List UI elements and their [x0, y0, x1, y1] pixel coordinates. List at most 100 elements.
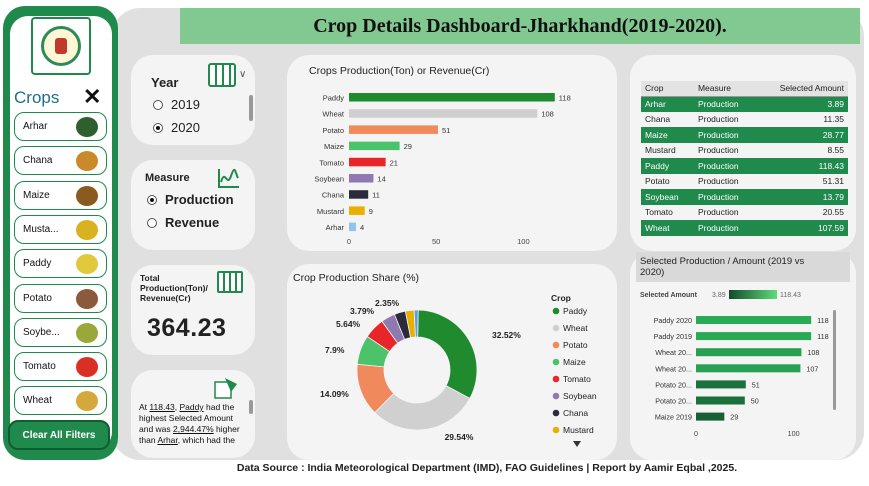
legend-entry[interactable]: Maize: [563, 357, 586, 367]
bar-mark[interactable]: [349, 141, 400, 151]
bar-x-tick: 0: [347, 237, 351, 246]
bar-mark[interactable]: [349, 190, 369, 199]
legend-entry[interactable]: Paddy: [563, 306, 588, 316]
clear-all-filters-button[interactable]: Clear All Filters: [8, 420, 110, 450]
crop-table-card: Crop Measure Selected Amount Arhar Produc…: [630, 55, 856, 251]
crop-button-3[interactable]: Musta...: [14, 214, 107, 244]
table-row[interactable]: Potato Production 51.31: [641, 174, 848, 190]
year-option-2019[interactable]: 2019: [153, 97, 200, 112]
bar-mark[interactable]: [349, 125, 438, 134]
title-line: Selected Production / Amount (2019 vs: [640, 256, 804, 267]
compare-value-label: 51: [752, 380, 760, 389]
crop-button-label: Arhar: [23, 121, 48, 132]
crop-cell: Wheat: [641, 220, 694, 236]
close-icon[interactable]: ✕: [83, 84, 102, 109]
bar-category-label: Maize: [324, 142, 344, 151]
legend-marker: [552, 375, 560, 383]
donut-data-label: 32.52%: [492, 330, 521, 340]
crop-button-0[interactable]: Arhar: [14, 112, 107, 141]
narrative-value: 118.43: [149, 402, 175, 412]
table-row[interactable]: Paddy Production 118.43: [641, 158, 848, 174]
legend-entry[interactable]: Chana: [563, 408, 588, 418]
bar-mark[interactable]: [349, 206, 365, 215]
bar-value-label: 21: [390, 158, 398, 167]
narrative-scrollbar[interactable]: [249, 400, 253, 414]
radio-revenue[interactable]: [147, 217, 157, 228]
donut-slice[interactable]: [413, 309, 419, 338]
legend-entry[interactable]: Soybean: [563, 391, 597, 401]
bar-value-label: 118: [559, 94, 571, 103]
bar-value-label: 51: [442, 126, 450, 135]
crop-button-1[interactable]: Chana: [14, 146, 107, 176]
year-option-2020[interactable]: 2020: [153, 120, 200, 135]
compare-value-label: 29: [730, 413, 738, 422]
legend-entry[interactable]: Potato: [563, 340, 588, 350]
measure-option-production[interactable]: Production: [147, 192, 234, 207]
donut-slice[interactable]: [417, 309, 478, 399]
radio-2019[interactable]: [153, 99, 163, 110]
amount-cell: 3.89: [755, 96, 848, 112]
crop-button-5[interactable]: Potato: [14, 283, 107, 313]
crop-share-chart-card: Crop Production Share (%) 32.52% 29.54% 14…: [287, 264, 617, 460]
table-row[interactable]: Tomato Production 20.55: [641, 205, 848, 221]
legend-entry[interactable]: Tomato: [563, 374, 591, 384]
bar-category-label: Arhar: [326, 223, 345, 232]
bar-category-label: Potato: [322, 126, 344, 135]
measure-option-revenue[interactable]: Revenue: [147, 215, 219, 230]
crop-button-8[interactable]: Wheat: [14, 386, 107, 416]
bar-category-label: Mustard: [317, 207, 344, 216]
crop-button-label: Tomato: [23, 361, 56, 373]
bar-mark[interactable]: [349, 93, 555, 102]
compare-bar-mark[interactable]: [696, 412, 725, 421]
column-header-crop[interactable]: Crop: [641, 81, 694, 97]
compare-category-label: Wheat 20...: [655, 348, 692, 357]
table-row[interactable]: Soybean Production 13.79: [641, 189, 848, 205]
crop-cell: Soybean: [641, 189, 694, 205]
bar-mark[interactable]: [349, 109, 538, 118]
radio-2020[interactable]: [153, 122, 163, 133]
compare-bar-mark[interactable]: [696, 332, 812, 341]
measure-cell: Production: [693, 189, 756, 205]
compare-bar-mark[interactable]: [696, 396, 745, 405]
column-header-amount[interactable]: Selected Amount: [755, 81, 848, 97]
crop-button-label: Soybe...: [23, 326, 60, 338]
table-row[interactable]: Maize Production 28.77: [641, 127, 848, 143]
compare-bar-mark[interactable]: [696, 380, 746, 389]
table-row[interactable]: Wheat Production 107.59: [641, 220, 848, 236]
crop-button-2[interactable]: Maize: [14, 180, 107, 210]
bar-mark[interactable]: [349, 157, 386, 167]
legend-scroll-down-icon[interactable]: [573, 441, 581, 447]
compare-bar-mark[interactable]: [696, 316, 812, 324]
bar-value-label: 29: [404, 142, 412, 151]
bar-mark[interactable]: [349, 174, 374, 183]
legend-entry[interactable]: Mustard: [563, 425, 594, 435]
chevron-down-icon[interactable]: ∨: [239, 69, 247, 80]
compare-scrollbar[interactable]: [833, 310, 836, 410]
legend-marker: [552, 307, 560, 315]
compare-bar-mark[interactable]: [696, 364, 801, 373]
table-row[interactable]: Arhar Production 3.89: [641, 96, 848, 112]
bar-mark[interactable]: [349, 222, 356, 232]
crop-button-4[interactable]: Paddy: [14, 249, 107, 279]
radio-production[interactable]: [147, 194, 157, 205]
column-header-measure[interactable]: Measure: [693, 81, 756, 97]
gradient-legend-max: 118.43: [780, 292, 801, 299]
measure-option-label: Revenue: [165, 215, 220, 230]
year-slicer: Year ∨ 2019 2020: [131, 55, 255, 145]
bar-x-tick: 100: [517, 237, 530, 246]
donut-slice[interactable]: [374, 385, 471, 431]
amount-cell: 8.55: [827, 145, 844, 156]
table-row[interactable]: Chana Production 11.35: [641, 112, 848, 128]
crop-cell: Paddy: [641, 158, 694, 174]
measure-cell: Production: [693, 127, 756, 143]
legend-entry[interactable]: Wheat: [563, 323, 588, 333]
jharkhand-emblem-logo: [31, 17, 91, 75]
year-scrollbar[interactable]: [249, 95, 253, 121]
crop-button-6[interactable]: Soybe...: [14, 317, 107, 347]
compare-bar-mark[interactable]: [696, 348, 802, 357]
crop-button-7[interactable]: Tomato: [14, 352, 107, 382]
table-row[interactable]: Mustard Production 8.55: [641, 143, 848, 159]
crop-cell: Tomato: [645, 207, 673, 218]
bar-value-label: 4: [360, 223, 364, 232]
